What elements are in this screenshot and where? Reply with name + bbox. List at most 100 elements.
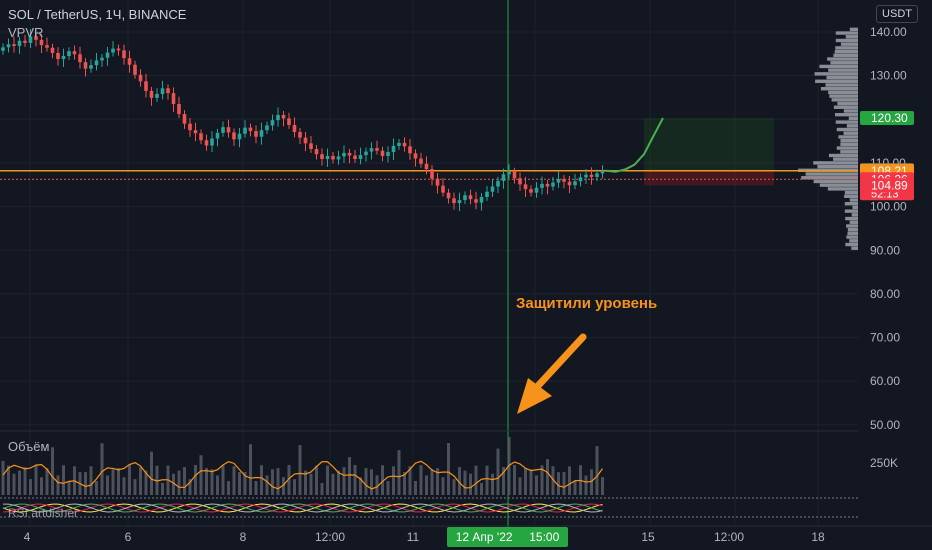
candle-body [534, 187, 539, 193]
rsi-indicator-label[interactable]: RSI artdisher [8, 506, 79, 520]
candle-body [50, 47, 55, 53]
volume-bar [551, 466, 555, 495]
candle-body [199, 133, 203, 141]
volume-bar [529, 469, 533, 495]
volume-bar [100, 443, 104, 495]
candle-body [468, 195, 473, 200]
volume-bar [260, 465, 263, 495]
price-tick-label: 70.00 [870, 331, 900, 345]
volume-bar [348, 457, 351, 495]
candle-body [435, 178, 440, 186]
candle-body [298, 131, 302, 138]
candle-body [584, 174, 588, 178]
volume-bar [29, 479, 32, 495]
candle-body [358, 155, 363, 160]
volume-bar [485, 465, 489, 495]
candle-body [1, 47, 5, 51]
volume-profile-bar [843, 109, 858, 113]
candle-body [12, 44, 16, 46]
candle-body [111, 48, 115, 53]
candle-body [540, 183, 544, 188]
time-tick-label: 12:00 [315, 530, 345, 544]
volume-profile-bar [828, 153, 858, 158]
candle-body [523, 184, 528, 190]
stop-zone [644, 170, 774, 186]
volume-bar [67, 481, 71, 495]
volume-bar [309, 473, 313, 495]
volume-profile-bar [826, 75, 858, 80]
volume-bar [474, 465, 478, 495]
vpvr-indicator-label[interactable]: VPVR [8, 25, 44, 40]
volume-profile-bar [801, 176, 858, 180]
candle-body [83, 62, 88, 69]
volume-profile-bar [830, 61, 858, 65]
volume-bar [62, 465, 65, 495]
time-tick-label: 8 [240, 530, 247, 544]
candle-body [287, 118, 291, 125]
candle-body [589, 174, 594, 177]
volume-profile-bar [840, 42, 858, 46]
volume-bar [23, 467, 27, 495]
price-tick-label: 50.00 [870, 418, 900, 432]
candle-body [501, 174, 506, 181]
forecast-line [605, 117, 664, 173]
candle-body [122, 50, 126, 59]
candle-body [578, 177, 583, 182]
candle-body [133, 64, 137, 75]
candle-body [556, 179, 561, 183]
candle-body [6, 44, 11, 48]
volume-bar [458, 467, 461, 495]
volume-profile-bar [827, 57, 858, 61]
volume-bar [177, 470, 181, 495]
candle-body [386, 152, 390, 156]
price-badge [860, 178, 914, 193]
volume-profile-bar [849, 198, 858, 202]
volume-bar [469, 473, 472, 495]
rsi-line [2, 503, 603, 513]
candle-body [281, 114, 286, 119]
candle-body [177, 104, 181, 115]
candle-body [474, 199, 478, 203]
volume-bar [601, 477, 604, 495]
volume-ma-line [2, 460, 603, 490]
time-tick-label: 4 [24, 530, 31, 544]
rsi-line [2, 503, 603, 513]
candle-body [105, 52, 110, 58]
candle-body [254, 131, 258, 137]
volume-bar [513, 465, 516, 495]
candle-body [457, 200, 462, 204]
volume-bar [359, 477, 362, 495]
currency-button[interactable]: USDT [876, 5, 918, 23]
volume-profile-bar [848, 116, 858, 121]
candle-body [507, 171, 511, 175]
volume-bar [18, 470, 21, 495]
candle-body [600, 170, 605, 174]
price-badge-label: 104.89 [871, 178, 908, 192]
volume-bar [293, 479, 296, 495]
volume-bar [232, 466, 236, 495]
volume-bar [188, 479, 192, 495]
volume-bar [106, 475, 109, 495]
candle-body [237, 133, 242, 140]
candle-body [270, 120, 275, 126]
symbol-title[interactable]: SOL / TetherUS, 1Ч, BINANCE [8, 7, 187, 22]
volume-profile-bar [835, 46, 858, 50]
volume-profile-bar [837, 101, 858, 106]
volume-bar [375, 475, 379, 495]
candle-body [276, 114, 280, 121]
volume-profile-bar [838, 135, 858, 139]
volume-bar [271, 469, 274, 495]
volume-bar [568, 466, 571, 495]
volume-bar [584, 475, 588, 495]
candle-body [89, 65, 93, 69]
volume-profile-bar [831, 98, 858, 102]
volume-bar [331, 473, 335, 495]
volume-indicator-label[interactable]: Объём [8, 439, 50, 454]
volume-bar [381, 465, 384, 495]
volume-profile-bar [805, 172, 858, 176]
volume-profile-bar [845, 216, 858, 221]
volume-profile-bar [829, 94, 858, 98]
volume-profile-bar [836, 127, 858, 132]
volume-profile-bar [814, 72, 858, 76]
